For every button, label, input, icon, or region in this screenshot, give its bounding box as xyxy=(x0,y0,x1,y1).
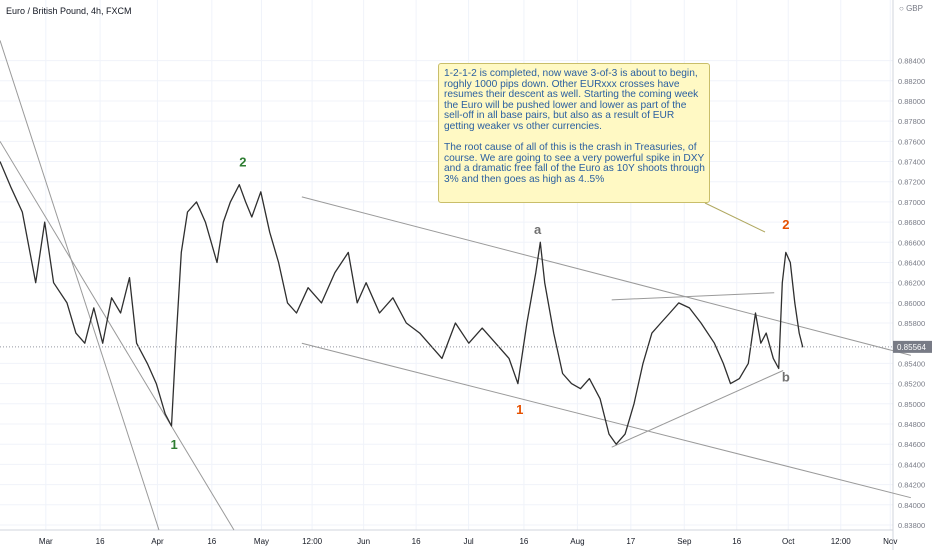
x-tick-label: Mar xyxy=(39,537,53,546)
y-tick-label: 0.88000 xyxy=(898,97,925,106)
x-tick-label: 16 xyxy=(207,537,216,546)
price-line-series-1 xyxy=(0,161,804,445)
x-tick-label: 16 xyxy=(96,537,105,546)
y-tick-label: 0.87600 xyxy=(898,137,925,146)
wave-label-1: 1 xyxy=(516,402,523,417)
annotation-callout[interactable]: 1-2-1-2 is completed, now wave 3-of-3 is… xyxy=(438,63,710,203)
y-tick-label: 0.87000 xyxy=(898,198,925,207)
callout-pointer xyxy=(704,202,766,233)
trendline-5 xyxy=(611,370,784,448)
y-tick-label: 0.86800 xyxy=(898,218,925,227)
wave-label-a: a xyxy=(534,222,542,237)
y-tick-label: 0.88400 xyxy=(898,57,925,66)
x-tick-label: 16 xyxy=(412,537,421,546)
y-tick-label: 0.87800 xyxy=(898,117,925,126)
trendline-1 xyxy=(0,40,160,531)
y-tick-label: 0.84800 xyxy=(898,420,925,429)
y-tick-label: 0.84600 xyxy=(898,440,925,449)
x-tick-label: Jul xyxy=(463,537,473,546)
currency-label: ○ GBP xyxy=(899,4,923,13)
y-tick-label: 0.88200 xyxy=(898,77,925,86)
x-tick-label: 16 xyxy=(519,537,528,546)
trendline-3 xyxy=(301,196,911,356)
y-tick-label: 0.85000 xyxy=(898,400,925,409)
currency-circle-icon: ○ xyxy=(899,4,904,13)
y-tick-label: 0.84400 xyxy=(898,460,925,469)
x-tick-label: May xyxy=(254,537,269,546)
x-tick-label: Apr xyxy=(151,537,164,546)
y-tick-label: 0.83800 xyxy=(898,521,925,530)
wave-label-2: 2 xyxy=(782,217,789,232)
x-tick-label: Oct xyxy=(782,537,795,546)
x-tick-label: Jun xyxy=(357,537,370,546)
wave-label-1: 1 xyxy=(171,437,178,452)
symbol-title: Euro / British Pound, 4h, FXCM xyxy=(6,6,132,16)
wave-label-2: 2 xyxy=(239,155,246,170)
trendline-2 xyxy=(0,141,235,531)
trendline-6 xyxy=(611,292,775,301)
x-tick-label: Nov xyxy=(883,537,897,546)
y-tick-label: 0.84200 xyxy=(898,481,925,490)
y-tick-label: 0.86000 xyxy=(898,299,925,308)
y-tick-label: 0.85400 xyxy=(898,359,925,368)
y-tick-label: 0.84000 xyxy=(898,501,925,510)
annotation-paragraph-2: The root cause of all of this is the cra… xyxy=(444,142,705,185)
annotation-paragraph-1: 1-2-1-2 is completed, now wave 3-of-3 is… xyxy=(444,68,699,132)
wave-label-b: b xyxy=(782,370,790,385)
y-tick-label: 0.86400 xyxy=(898,258,925,267)
x-tick-label: 16 xyxy=(732,537,741,546)
x-tick-label: 12:00 xyxy=(831,537,852,546)
trendline-4 xyxy=(301,342,911,499)
y-tick-label: 0.86200 xyxy=(898,279,925,288)
y-tick-label: 0.85800 xyxy=(898,319,925,328)
x-tick-label: Sep xyxy=(677,537,692,546)
x-tick-label: 12:00 xyxy=(302,537,323,546)
y-tick-label: 0.87200 xyxy=(898,178,925,187)
current-price-tag xyxy=(893,340,932,353)
y-tick-label: 0.85200 xyxy=(898,380,925,389)
y-tick-label: 0.86600 xyxy=(898,238,925,247)
x-tick-label: 17 xyxy=(626,537,635,546)
y-tick-label: 0.87400 xyxy=(898,158,925,167)
current-price-value: 0.85564 xyxy=(897,343,926,352)
x-tick-label: Aug xyxy=(570,537,584,546)
currency-code: GBP xyxy=(906,4,923,13)
